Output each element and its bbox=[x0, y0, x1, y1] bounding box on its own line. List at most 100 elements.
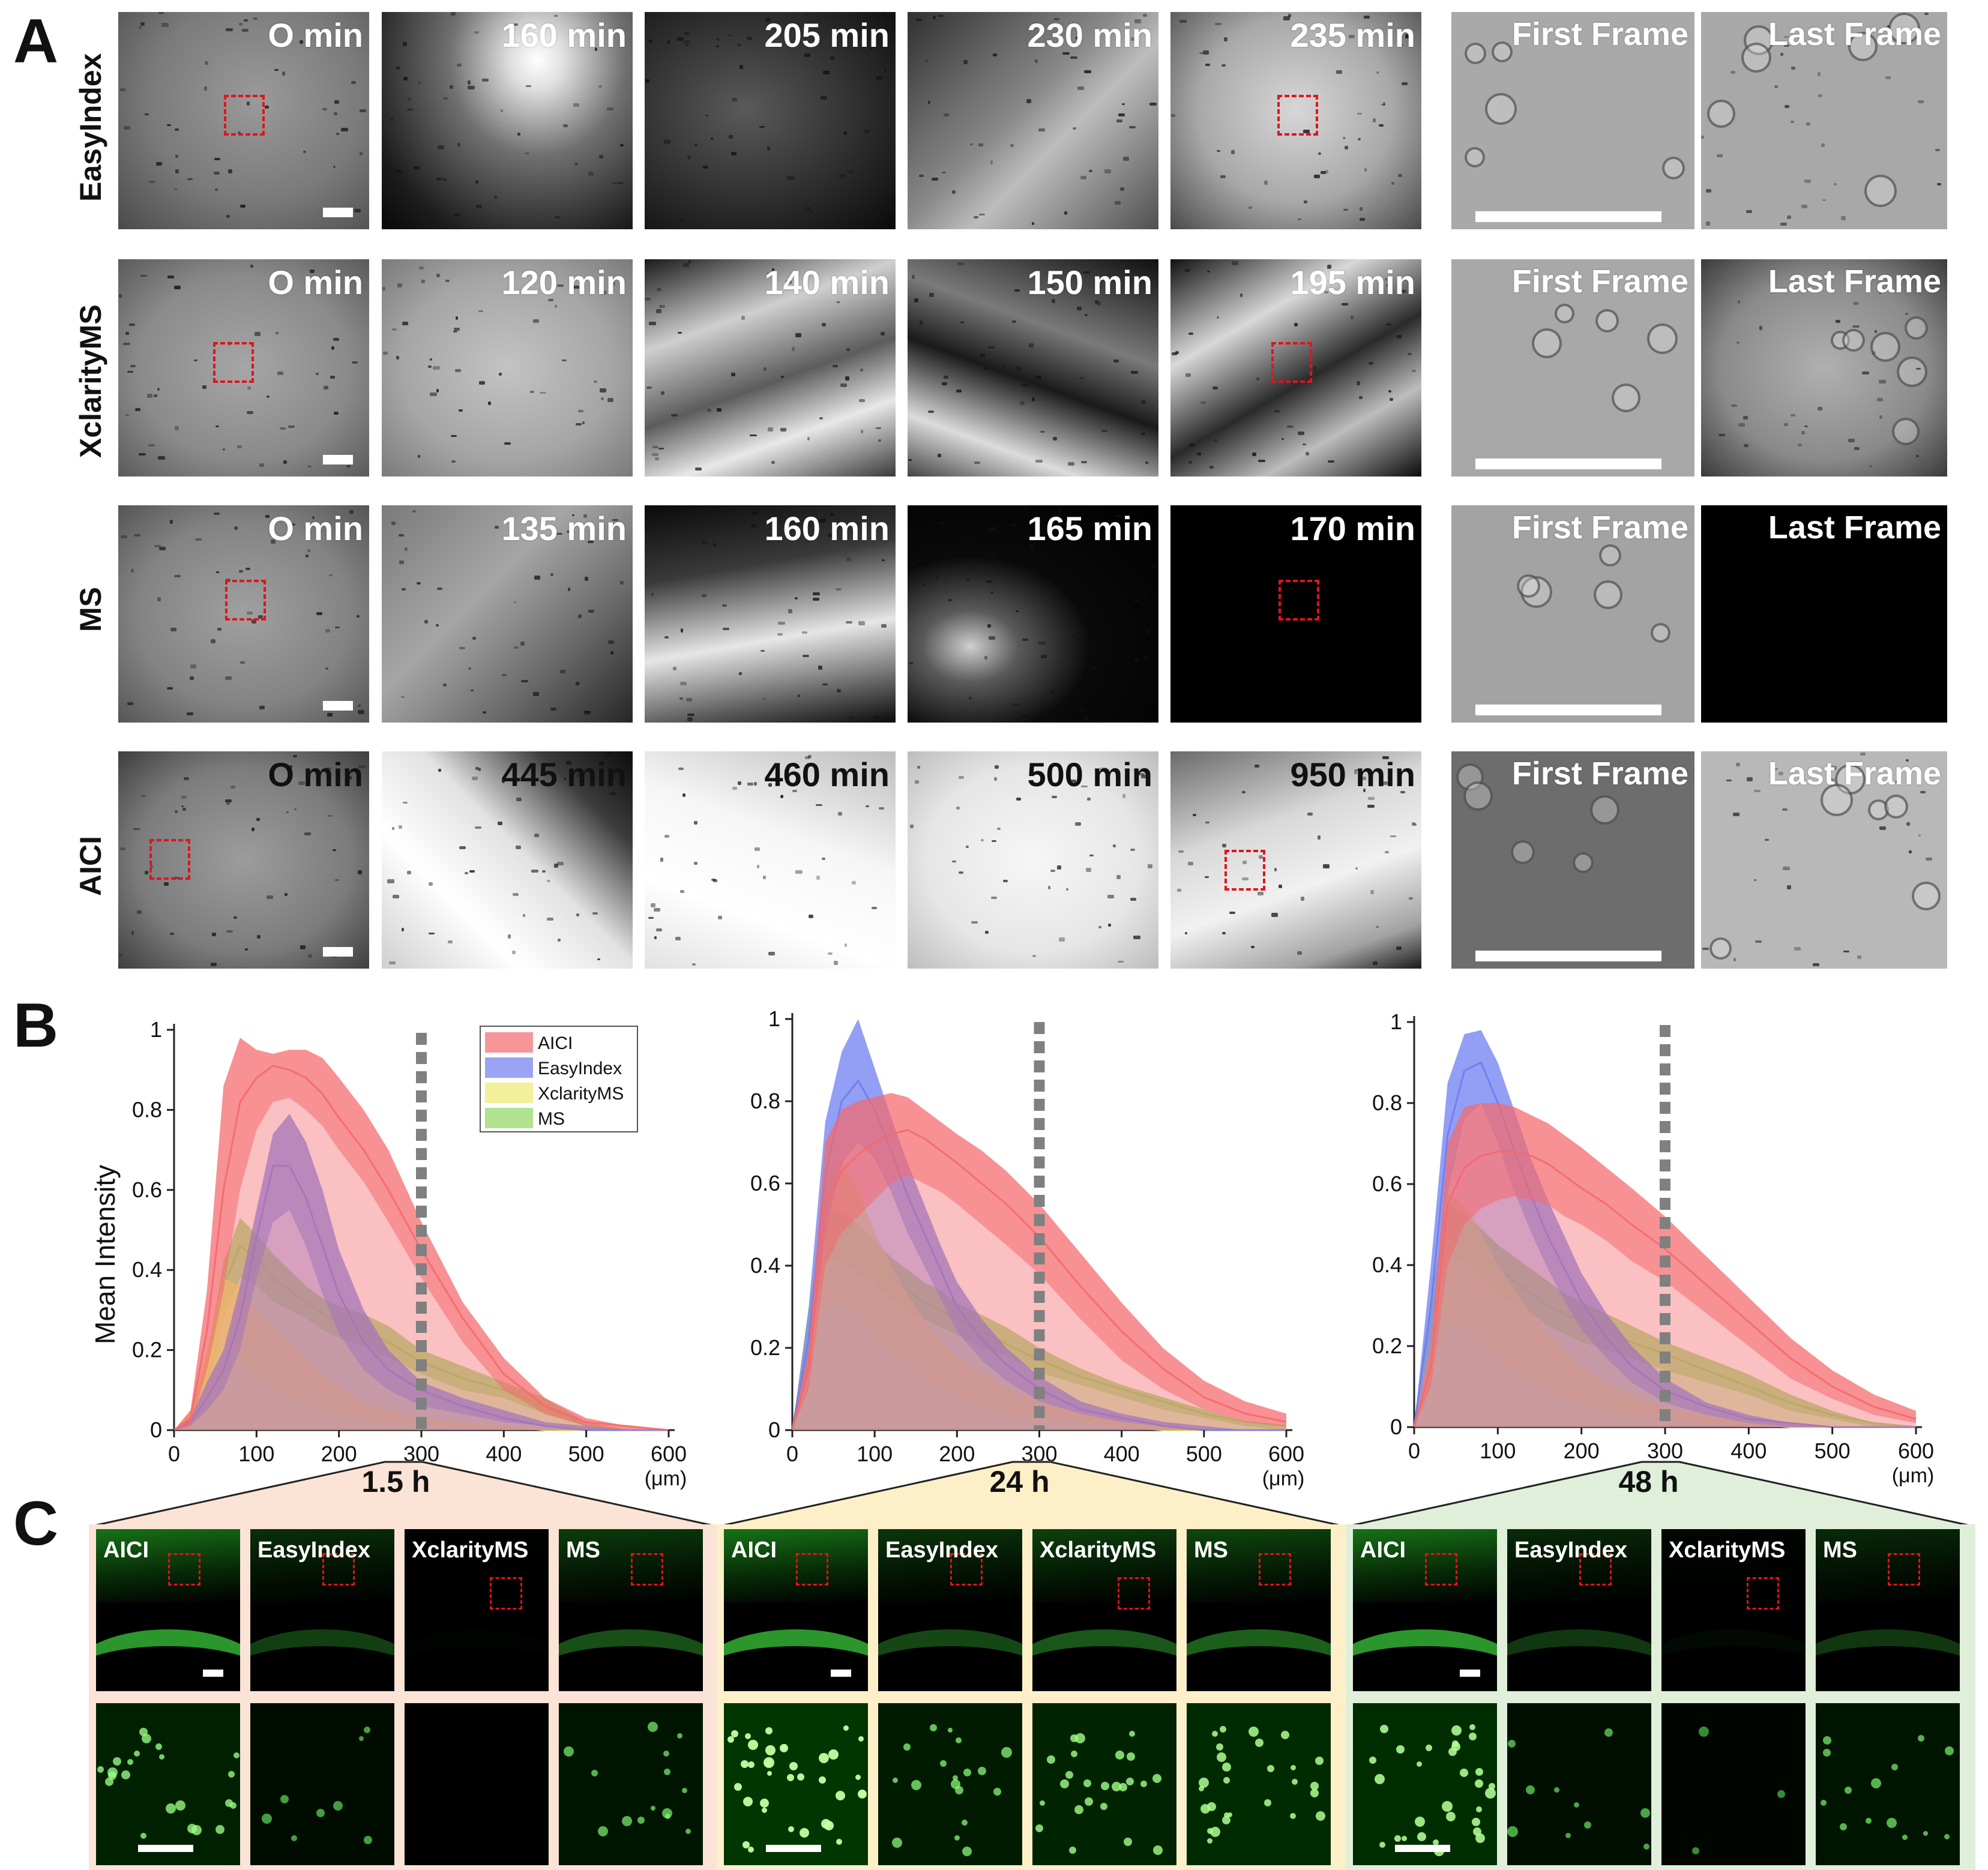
particle bbox=[1016, 610, 1019, 612]
neuron bbox=[1507, 1826, 1518, 1837]
particle bbox=[175, 169, 179, 173]
particle bbox=[805, 756, 810, 759]
particle bbox=[997, 828, 1001, 830]
neuron bbox=[789, 1762, 798, 1770]
particle bbox=[226, 215, 230, 218]
particle bbox=[771, 461, 775, 464]
particle bbox=[335, 627, 340, 628]
particle bbox=[686, 698, 692, 702]
particle bbox=[1080, 176, 1086, 179]
neuron bbox=[893, 1778, 898, 1783]
particle bbox=[684, 40, 690, 44]
neuron bbox=[175, 1800, 185, 1811]
series-band-easyindex bbox=[792, 1019, 1286, 1430]
particle bbox=[1813, 963, 1819, 966]
time-group-label: 24 h bbox=[989, 1465, 1050, 1499]
particle bbox=[944, 113, 949, 116]
particle bbox=[516, 846, 521, 849]
particle bbox=[1779, 772, 1783, 775]
particle bbox=[1073, 127, 1076, 130]
particle bbox=[244, 19, 248, 22]
particle bbox=[833, 365, 838, 367]
neuron bbox=[963, 1769, 971, 1776]
particle bbox=[412, 510, 416, 513]
particle bbox=[226, 28, 233, 31]
particle bbox=[1014, 289, 1020, 292]
particle bbox=[990, 160, 993, 164]
particle bbox=[869, 47, 872, 50]
x-tick-label: 500 bbox=[1186, 1442, 1222, 1466]
particle bbox=[289, 523, 295, 526]
particle bbox=[1774, 85, 1778, 88]
particle bbox=[1381, 104, 1385, 106]
particle bbox=[1190, 443, 1195, 446]
particle bbox=[1391, 182, 1394, 185]
particle bbox=[1021, 384, 1028, 386]
neuron bbox=[1417, 1761, 1422, 1767]
particle bbox=[214, 172, 220, 175]
neuron bbox=[1396, 1745, 1405, 1754]
particle bbox=[1229, 912, 1235, 914]
roi-box bbox=[1224, 850, 1265, 891]
particle bbox=[1097, 301, 1101, 305]
neuron bbox=[748, 1740, 758, 1750]
neuron bbox=[1415, 1817, 1425, 1827]
particle bbox=[468, 80, 471, 85]
particle bbox=[334, 412, 339, 415]
particle bbox=[952, 190, 956, 194]
particle bbox=[1274, 868, 1277, 871]
particle bbox=[1362, 777, 1366, 780]
neuron bbox=[134, 1751, 140, 1757]
neuron bbox=[1426, 1745, 1432, 1751]
particle bbox=[131, 569, 134, 573]
particle bbox=[823, 71, 830, 74]
neuron bbox=[787, 1774, 794, 1781]
particle bbox=[1702, 948, 1709, 950]
particle bbox=[966, 579, 969, 580]
neuron bbox=[748, 1761, 755, 1768]
neuron bbox=[956, 1737, 962, 1743]
particle bbox=[1730, 71, 1735, 74]
particle bbox=[645, 298, 651, 301]
particle bbox=[1172, 352, 1177, 355]
zoom-tile bbox=[1816, 1703, 1960, 1865]
scale-bar bbox=[1395, 1845, 1450, 1852]
particle bbox=[159, 547, 166, 550]
neuron bbox=[1402, 1836, 1407, 1841]
particle bbox=[312, 516, 315, 519]
particle bbox=[267, 895, 273, 899]
particle bbox=[433, 366, 440, 370]
neuron bbox=[727, 1736, 734, 1743]
particle bbox=[592, 912, 598, 915]
particle bbox=[1022, 639, 1028, 641]
particle bbox=[357, 615, 360, 618]
particle bbox=[436, 389, 439, 392]
series-mean-aici bbox=[1413, 1150, 1917, 1428]
particle bbox=[167, 124, 171, 126]
particle bbox=[1854, 447, 1860, 450]
particle bbox=[1324, 291, 1328, 293]
particle bbox=[612, 519, 618, 521]
time-group-outline bbox=[1346, 1461, 1975, 1527]
particle bbox=[531, 870, 538, 873]
x-unit-label: (μm) bbox=[645, 1467, 687, 1490]
particle bbox=[1852, 325, 1860, 328]
particle bbox=[182, 808, 186, 811]
neuron bbox=[734, 1783, 742, 1791]
x-unit-label: (μm) bbox=[1892, 1464, 1935, 1487]
neuron bbox=[105, 1778, 113, 1786]
particle bbox=[1032, 222, 1034, 225]
particle bbox=[978, 143, 983, 146]
particle bbox=[1304, 200, 1307, 203]
particle bbox=[875, 716, 879, 719]
particle bbox=[526, 85, 531, 87]
particle bbox=[228, 169, 232, 173]
first-frame-tile: First Frame bbox=[1451, 505, 1694, 723]
particle bbox=[852, 881, 856, 885]
particle bbox=[474, 31, 479, 34]
particle bbox=[816, 804, 822, 806]
particle bbox=[205, 61, 208, 65]
particle bbox=[358, 710, 364, 714]
neuron bbox=[316, 1809, 325, 1817]
particle bbox=[1774, 768, 1778, 770]
